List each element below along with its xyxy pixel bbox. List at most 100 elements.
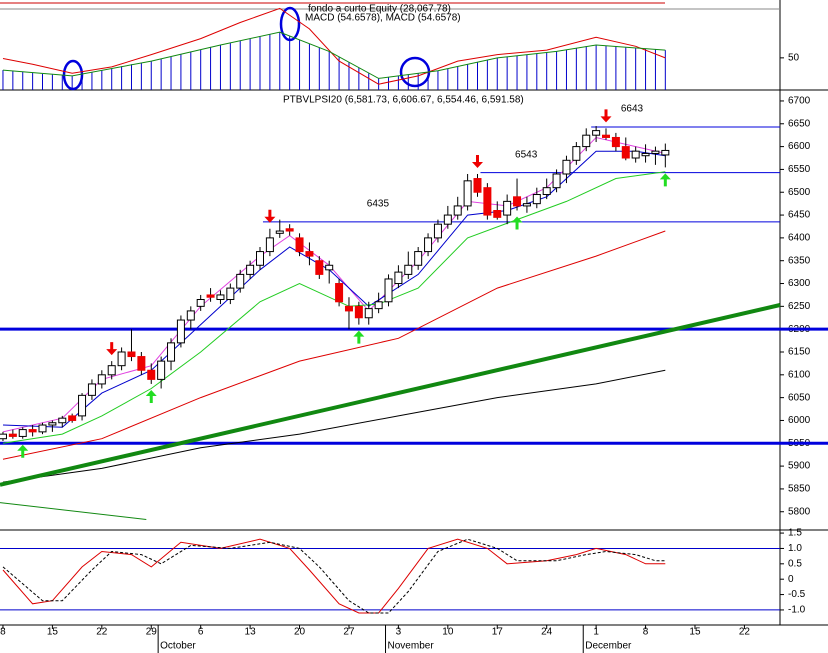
y-tick-label: 6650 — [788, 118, 811, 129]
candle-body — [275, 230, 284, 234]
candle-body — [424, 237, 433, 253]
y-tick-label: 6350 — [788, 255, 811, 266]
candle-body — [127, 351, 136, 358]
candle-body — [582, 134, 591, 148]
sell-arrow — [600, 109, 612, 123]
line — [2, 230, 666, 460]
candle-body — [562, 159, 571, 175]
level-label: 6435 — [367, 199, 390, 210]
candle-body — [522, 203, 531, 207]
candle-body — [335, 283, 344, 303]
candle-body — [552, 173, 561, 189]
candle-body — [344, 305, 353, 312]
buy-arrow — [145, 389, 157, 403]
candle-body — [246, 264, 255, 275]
y-tick-label: -1.0 — [788, 605, 806, 616]
candle-body — [97, 374, 106, 385]
x-tick-label: 24 — [541, 627, 553, 638]
level-label: 6643 — [621, 104, 644, 115]
x-tick-label: 3 — [396, 627, 402, 638]
candle-body — [641, 152, 650, 157]
candle-body — [216, 294, 225, 301]
y-tick-label: 5850 — [788, 484, 811, 495]
candle-body — [305, 251, 314, 257]
y-tick-label: 5800 — [788, 506, 811, 517]
candle-body — [325, 264, 334, 271]
candle-body — [473, 178, 482, 193]
candle-body — [443, 214, 452, 225]
candle-body — [226, 287, 235, 301]
candle-body — [256, 251, 264, 266]
line — [2, 150, 666, 428]
candle-body — [186, 310, 195, 321]
line — [2, 538, 666, 614]
candle-body — [285, 228, 294, 232]
candle-body — [394, 271, 403, 285]
month-label: November — [388, 641, 435, 652]
candle-body — [513, 196, 522, 207]
candle-body — [384, 278, 393, 303]
y-tick-label: 6300 — [788, 278, 811, 289]
y-tick-label: 0.5 — [788, 558, 802, 569]
buy-arrow — [659, 173, 671, 187]
buy-arrow — [353, 330, 365, 344]
candle-body — [236, 273, 245, 289]
x-tick-label: 1 — [593, 627, 599, 638]
candle-body — [137, 356, 146, 371]
candle-body — [78, 394, 87, 417]
y-tick-label: 0 — [788, 574, 794, 585]
y-tick-label: 6100 — [788, 369, 811, 380]
candle-body — [147, 369, 156, 380]
candle-body — [414, 251, 423, 266]
y-tick-label: 6600 — [788, 141, 811, 152]
y-tick-label: 50 — [788, 52, 800, 63]
line — [2, 7, 666, 85]
candle-body — [364, 308, 373, 319]
candle-body — [532, 194, 541, 205]
y-tick-label: 6500 — [788, 187, 811, 198]
candle-body — [206, 294, 215, 298]
buy-arrow — [511, 216, 523, 230]
candle-body — [621, 146, 630, 159]
candle-body — [196, 299, 205, 307]
candle-body — [176, 319, 185, 344]
candle-body — [58, 417, 67, 424]
sell-arrow — [471, 154, 483, 168]
x-tick-label: 15 — [689, 627, 701, 638]
y-tick-label: 6400 — [788, 233, 811, 244]
candle-body — [651, 150, 660, 154]
candle-body — [87, 383, 96, 396]
y-tick-label: 6050 — [788, 392, 811, 403]
line — [2, 31, 666, 79]
candle-body — [463, 180, 472, 207]
line — [0, 502, 147, 520]
candle-body — [315, 260, 324, 275]
line — [2, 369, 666, 483]
candle-body — [542, 187, 551, 196]
candle-body — [661, 149, 670, 156]
x-tick-label: 22 — [739, 627, 751, 638]
candle-body — [295, 237, 304, 253]
x-tick-label: 22 — [96, 627, 108, 638]
candle-body — [483, 187, 492, 216]
candle-body — [38, 424, 47, 433]
y-tick-label: 6150 — [788, 347, 811, 358]
candle-body — [68, 415, 77, 421]
x-tick-label: 17 — [492, 627, 504, 638]
candle-body — [28, 429, 37, 433]
y-tick-label: -0.5 — [788, 589, 806, 600]
y-tick-label: 6000 — [788, 415, 811, 426]
y-tick-label: 6250 — [788, 301, 811, 312]
y-tick-label: 6450 — [788, 210, 811, 221]
candle-body — [572, 146, 581, 161]
macd-title: MACD (54.6578), MACD (54.6578) — [305, 13, 461, 24]
line — [0, 303, 781, 487]
x-tick-label: 8 — [0, 627, 6, 638]
buy-arrow — [17, 444, 29, 458]
candle-body — [117, 351, 126, 367]
sell-arrow — [106, 342, 118, 356]
candle-body — [611, 136, 620, 148]
candle-body — [18, 429, 27, 437]
candle-body — [8, 433, 17, 437]
